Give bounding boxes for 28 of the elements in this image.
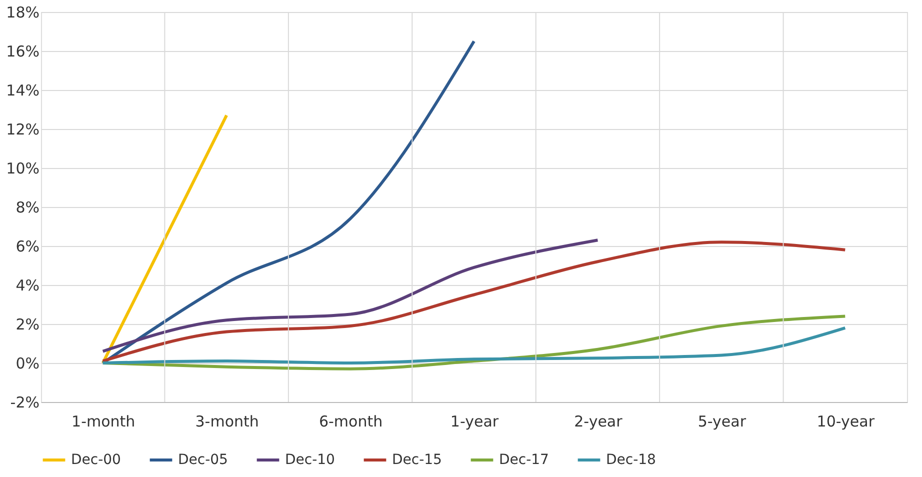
y-tick-label: 2% — [16, 316, 40, 334]
line-series — [101, 326, 847, 364]
y-tick-label: -2% — [10, 394, 40, 412]
y-tick-label: 0% — [16, 354, 40, 372]
x-tick-label: 2-year — [574, 412, 624, 430]
y-tick-label: 18% — [6, 4, 40, 22]
y-tick-label: 10% — [6, 160, 40, 178]
x-tick-label: 1-year — [450, 412, 500, 430]
y-tick-label: 6% — [16, 238, 40, 256]
y-tick-label: 12% — [6, 120, 40, 138]
line-series — [101, 40, 476, 364]
legend-label: Dec-15 — [392, 452, 442, 468]
y-tick-label: 4% — [16, 276, 40, 294]
x-tick-label: 10-year — [816, 412, 876, 430]
x-tick-label: 1-month — [72, 412, 136, 430]
legend-label: Dec-10 — [285, 452, 335, 468]
y-tick-label: 8% — [16, 198, 40, 216]
y-tick-label: 16% — [6, 42, 40, 60]
legend-label: Dec-18 — [606, 452, 656, 468]
legend-label: Dec-00 — [71, 452, 121, 468]
legend-label: Dec-17 — [499, 452, 549, 468]
legend-label: Dec-05 — [178, 452, 228, 468]
y-tick-label: 14% — [6, 82, 40, 100]
line-series — [101, 238, 600, 353]
x-tick-label: 6-month — [318, 412, 383, 430]
line-series — [101, 240, 847, 363]
x-tick-label: 3-month — [195, 412, 259, 430]
x-tick-label: 5-year — [698, 412, 747, 430]
